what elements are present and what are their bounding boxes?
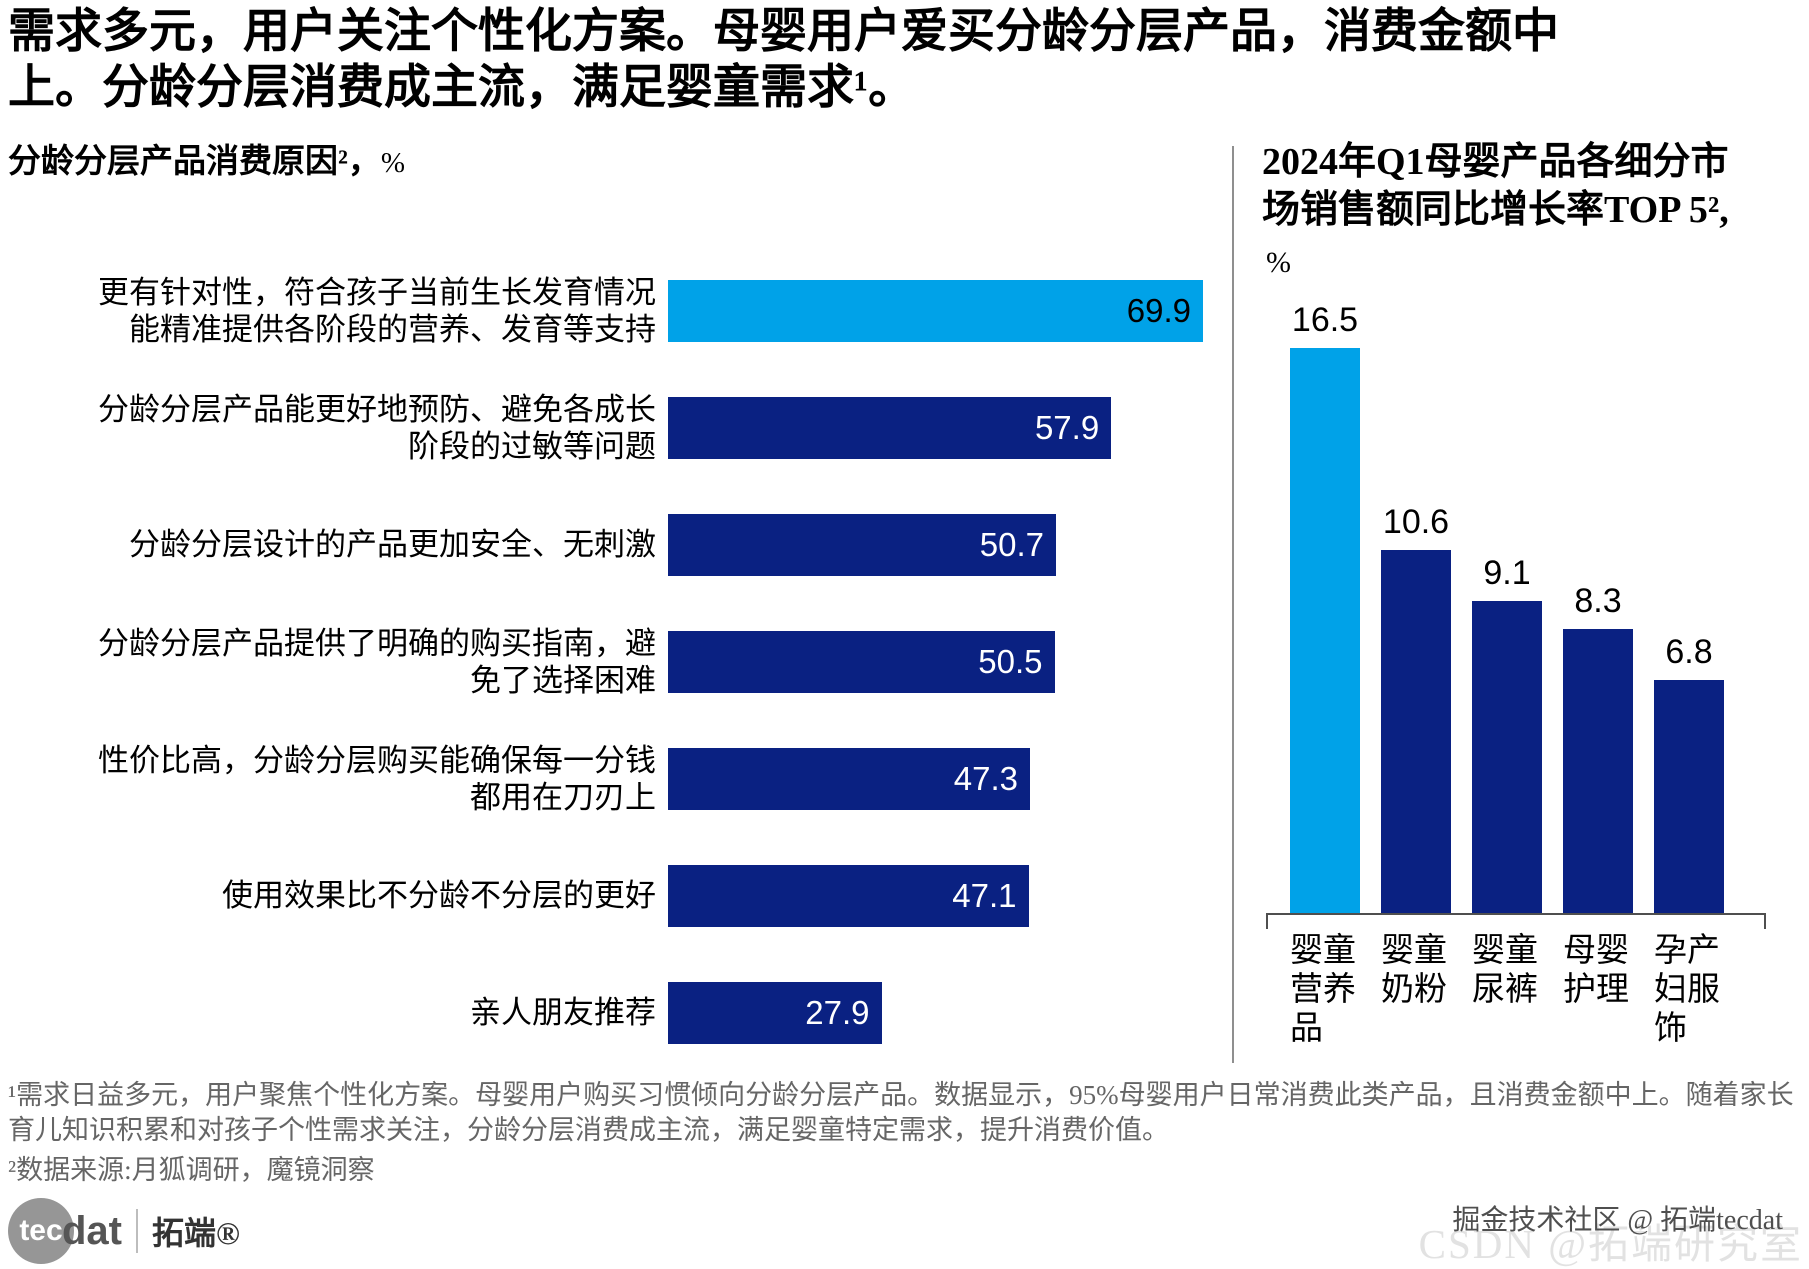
right-chart-title: 2024年Q1母婴产品各细分市 场销售额同比增长率TOP 5²,	[1262, 138, 1729, 234]
left-bar-track: 47.3	[668, 747, 1233, 810]
tecdat-logo-tec: tec	[19, 1214, 63, 1247]
left-bar: 27.9	[668, 981, 882, 1044]
right-bar-value: 10.6	[1382, 503, 1450, 541]
tecdat-logo-chinese: 拓端®	[152, 1215, 240, 1251]
page-title: 需求多元，用户关注个性化方案。母婴用户爱买分龄分层产品，消费金额中 上。分龄分层…	[8, 4, 1801, 116]
footnote-source: ²数据来源:月狐调研，魔镜洞察	[8, 1155, 375, 1185]
panel-divider-line	[1232, 146, 1234, 1063]
left-bar-label: 使用效果比不分龄不分层的更好	[222, 878, 656, 913]
right-bar: 8.3	[1563, 582, 1633, 913]
left-chart-title-text: 分龄分层产品消费原因²，	[8, 144, 381, 180]
right-bar-category: 母婴 护理	[1563, 933, 1629, 1008]
left-bar-track: 50.5	[668, 630, 1233, 693]
right-bar: 10.6	[1381, 503, 1451, 913]
page-title-line2: 上。分龄分层消费成主流，满足婴童需求¹。	[8, 62, 916, 114]
footnote-1-line1: ¹需求日益多元，用户聚焦个性化方案。母婴用户购买习惯倾向分龄分层产品。数据显示，…	[8, 1080, 1794, 1110]
right-bar-value: 9.1	[1483, 554, 1531, 593]
left-bar: 57.9	[668, 396, 1112, 459]
right-bar-category: 孕产 妇服饰	[1654, 933, 1720, 1047]
left-bar-track: 47.1	[668, 864, 1233, 927]
right-bar-category: 婴童 奶粉	[1381, 933, 1447, 1008]
left-bar-row: 分龄分层产品提供了明确的购买指南，避 免了选择困难 50.5	[0, 603, 1233, 720]
left-bar-row: 分龄分层产品能更好地预防、避免各成长 阶段的过敏等问题 57.9	[0, 369, 1233, 486]
right-chart-unit-label: %	[1266, 246, 1291, 279]
logo-separator	[136, 1209, 138, 1253]
right-bar-value: 16.5	[1291, 301, 1359, 339]
right-bar: 16.5	[1290, 301, 1360, 913]
axis-tick-left	[1266, 915, 1268, 929]
right-bar-value: 8.3	[1574, 581, 1622, 620]
right-bar: 6.8	[1654, 633, 1724, 913]
left-bar-label: 分龄分层产品提供了明确的购买指南，避 免了选择困难	[98, 625, 656, 698]
left-bar: 47.1	[668, 864, 1029, 927]
right-chart-title-line2: 场销售额同比增长率TOP 5²,	[1262, 189, 1729, 231]
left-bar-label: 更有针对性，符合孩子当前生长发育情况 能精准提供各阶段的营养、发育等支持	[98, 274, 656, 347]
tecdat-logo: tec dat 拓端®	[8, 1196, 240, 1266]
left-bar-chart: 更有针对性，符合孩子当前生长发育情况 能精准提供各阶段的营养、发育等支持 69.9 分…	[0, 252, 1233, 1071]
left-bar-row: 使用效果比不分龄不分层的更好 47.1	[0, 837, 1233, 954]
left-bar: 47.3	[668, 747, 1030, 810]
left-bar-row: 更有针对性，符合孩子当前生长发育情况 能精准提供各阶段的营养、发育等支持 69.9	[0, 252, 1233, 369]
tecdat-logo-icon: tec	[8, 1198, 74, 1264]
right-bar-category: 婴童 尿裤	[1472, 933, 1538, 1008]
left-bar-track: 50.7	[668, 513, 1233, 576]
left-bar-row: 分龄分层设计的产品更加安全、无刺激 50.7	[0, 486, 1233, 603]
left-bar-row: 性价比高，分龄分层购买能确保每一分钱 都用在刀刃上 47.3	[0, 720, 1233, 837]
right-bar-category: 婴童 营养品	[1290, 933, 1356, 1047]
right-bar-value: 6.8	[1665, 633, 1713, 672]
left-chart-unit-label: %	[380, 147, 406, 179]
left-bar-track: 57.9	[668, 396, 1233, 459]
page-title-line1: 需求多元，用户关注个性化方案。母婴用户爱买分龄分层产品，消费金额中	[8, 6, 1559, 58]
left-chart-title: 分龄分层产品消费原因²，%	[8, 134, 405, 182]
right-chart-title-line1: 2024年Q1母婴产品各细分市	[1262, 141, 1729, 183]
left-bar: 69.9	[668, 279, 1203, 342]
left-bar-label: 分龄分层产品能更好地预防、避免各成长 阶段的过敏等问题	[98, 391, 656, 464]
footnote-1: ¹需求日益多元，用户聚焦个性化方案。母婴用户购买习惯倾向分龄分层产品。数据显示，…	[8, 1078, 1801, 1148]
left-bar-label: 分龄分层设计的产品更加安全、无刺激	[129, 527, 656, 562]
right-bar: 9.1	[1472, 554, 1542, 913]
right-chart-axis-line	[1266, 913, 1766, 929]
left-bar-track: 27.9	[668, 981, 1233, 1044]
watermark-csdn: CSDN @拓端研究室	[1418, 1221, 1803, 1267]
tecdat-logo-dat: dat	[62, 1208, 122, 1253]
left-bar: 50.7	[668, 513, 1056, 576]
left-bar-label: 亲人朋友推荐	[470, 995, 656, 1030]
right-bar-chart: 16.5 10.6 9.1 8.3 6.8	[1268, 0, 1788, 913]
left-bar-label: 性价比高，分龄分层购买能确保每一分钱 都用在刀刃上	[98, 742, 656, 815]
left-bar: 50.5	[668, 630, 1055, 693]
footnote-1-line2: 育儿知识积累和对孩子个性需求关注，分龄分层消费成主流，满足婴童特定需求，提升消费…	[8, 1115, 1169, 1145]
left-bar-track: 69.9	[668, 279, 1233, 342]
left-bar-row: 亲人朋友推荐 27.9	[0, 954, 1233, 1071]
watermark-juejin: 掘金技术社区 @ 拓端tecdat	[1452, 1205, 1783, 1236]
axis-tick-right	[1764, 915, 1766, 929]
